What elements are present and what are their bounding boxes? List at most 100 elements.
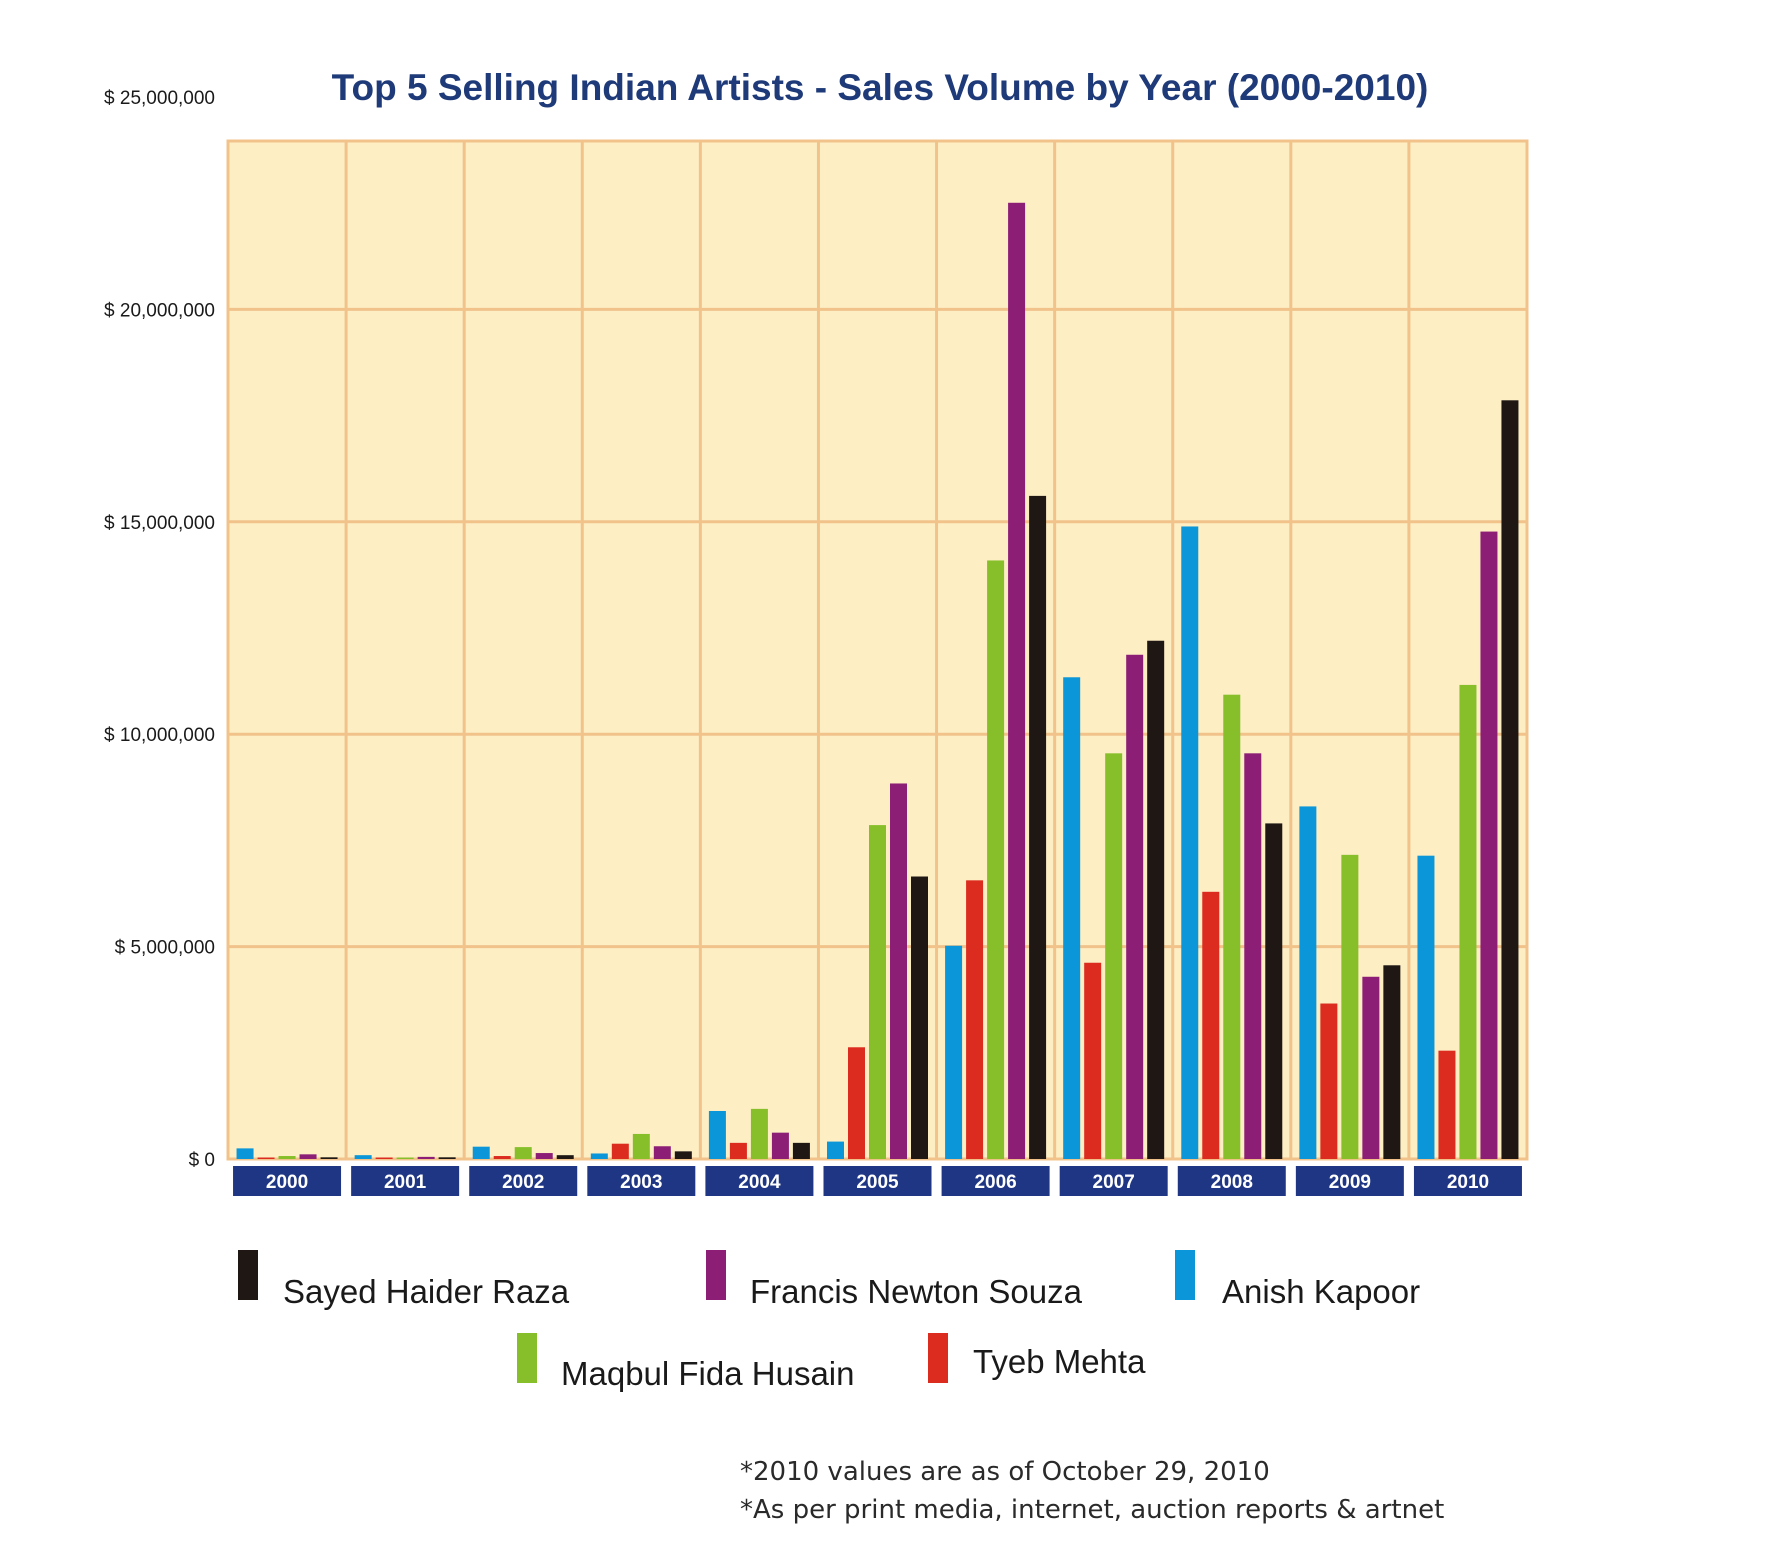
bar-francis-newton-souza-2004 — [771, 1132, 789, 1159]
bar-tyeb-mehta-2009 — [1320, 1003, 1338, 1159]
bar-maqbul-fida-husain-2003 — [632, 1133, 650, 1159]
bar-anish-kapoor-2007 — [1063, 677, 1081, 1159]
bars — [236, 202, 1519, 1159]
bar-tyeb-mehta-2004 — [729, 1142, 747, 1159]
x-axis-ticks: 2000 2001 2002 2003 2004 2005 2006 2007 2008 2009… — [233, 1166, 1522, 1196]
bar-francis-newton-souza-2001 — [417, 1156, 435, 1159]
x-tick-label: 2001 — [384, 1172, 427, 1193]
legend-label: Francis Newton Souza — [750, 1273, 1083, 1310]
x-tick-label: 2003 — [620, 1172, 662, 1193]
year-label-box — [941, 1166, 1050, 1196]
year-label-box — [823, 1166, 932, 1196]
x-tick-label: 2002 — [502, 1172, 544, 1193]
bar-sayed-haider-raza-2007 — [1147, 640, 1165, 1159]
bar-anish-kapoor-2010 — [1417, 855, 1435, 1159]
legend-swatch — [1175, 1250, 1195, 1300]
y-tick-label: $ 25,000,000 — [104, 88, 215, 109]
bar-francis-newton-souza-2003 — [653, 1146, 671, 1159]
bar-francis-newton-souza-2007 — [1126, 654, 1144, 1159]
legend-swatch — [238, 1250, 258, 1300]
legend-label: Anish Kapoor — [1222, 1273, 1420, 1310]
bar-maqbul-fida-husain-2001 — [396, 1157, 414, 1159]
bar-anish-kapoor-2001 — [354, 1155, 372, 1159]
bar-anish-kapoor-2005 — [827, 1141, 844, 1159]
y-tick-label: $ 5,000,000 — [115, 938, 215, 959]
x-tick-label: 2000 — [266, 1172, 308, 1193]
y-tick-label: $ 20,000,000 — [104, 300, 215, 321]
x-tick-label: 2009 — [1329, 1172, 1371, 1193]
x-tick-label: 2007 — [1093, 1172, 1135, 1193]
bar-maqbul-fida-husain-2007 — [1105, 753, 1123, 1159]
bar-francis-newton-souza-2006 — [1008, 202, 1026, 1159]
bar-maqbul-fida-husain-2005 — [869, 825, 886, 1159]
bar-anish-kapoor-2002 — [472, 1146, 490, 1159]
bar-sayed-haider-raza-2000 — [320, 1157, 338, 1159]
x-tick-label: 2010 — [1447, 1172, 1489, 1193]
year-label-box — [587, 1166, 696, 1196]
year-label-box — [1059, 1166, 1168, 1196]
legend-label: Sayed Haider Raza — [283, 1273, 570, 1310]
bar-anish-kapoor-2009 — [1299, 806, 1317, 1159]
y-tick-label: $ 15,000,000 — [104, 513, 215, 534]
bar-maqbul-fida-husain-2004 — [750, 1108, 768, 1159]
bar-maqbul-fida-husain-2002 — [514, 1147, 532, 1159]
x-tick-label: 2006 — [974, 1172, 1016, 1193]
footnote-2: *As per print media, internet, auction r… — [740, 1495, 1444, 1525]
legend: Sayed Haider Raza Francis Newton Souza Ani… — [238, 1250, 1420, 1392]
x-tick-label: 2004 — [738, 1172, 781, 1193]
y-tick-label: $ 10,000,000 — [104, 725, 215, 746]
bar-sayed-haider-raza-2001 — [438, 1157, 456, 1159]
bar-maqbul-fida-husain-2006 — [987, 560, 1005, 1159]
bar-sayed-haider-raza-2003 — [674, 1151, 692, 1159]
year-label-box — [469, 1166, 578, 1196]
bar-anish-kapoor-2000 — [236, 1148, 254, 1159]
bar-sayed-haider-raza-2008 — [1265, 823, 1283, 1159]
bar-tyeb-mehta-2002 — [493, 1156, 511, 1159]
legend-label: Maqbul Fida Husain — [561, 1355, 855, 1392]
y-axis-ticks: $ 0 $ 5,000,000 $ 10,000,000 $ 15,000,000 $ … — [104, 88, 215, 1171]
bar-francis-newton-souza-2009 — [1362, 976, 1380, 1159]
year-label-box — [233, 1166, 342, 1196]
bar-maqbul-fida-husain-2000 — [278, 1156, 296, 1159]
year-label-box — [1177, 1166, 1286, 1196]
grid-lines — [228, 141, 1527, 1159]
x-tick-label: 2008 — [1211, 1172, 1253, 1193]
year-label-box — [351, 1166, 460, 1196]
bar-maqbul-fida-husain-2010 — [1459, 684, 1477, 1159]
bar-maqbul-fida-husain-2009 — [1341, 854, 1359, 1159]
bar-tyeb-mehta-2000 — [257, 1157, 275, 1159]
bar-francis-newton-souza-2005 — [890, 783, 907, 1159]
year-label-box — [1295, 1166, 1404, 1196]
bar-francis-newton-souza-2008 — [1244, 753, 1262, 1159]
year-label-box — [705, 1166, 814, 1196]
bar-tyeb-mehta-2008 — [1202, 891, 1220, 1159]
bar-anish-kapoor-2003 — [590, 1153, 608, 1159]
bar-francis-newton-souza-2002 — [535, 1153, 553, 1159]
footnotes: *2010 values are as of October 29, 2010 … — [740, 1457, 1444, 1525]
x-tick-label: 2005 — [856, 1172, 899, 1193]
y-tick-label: $ 0 — [189, 1150, 215, 1171]
bar-sayed-haider-raza-2010 — [1501, 400, 1519, 1159]
bar-tyeb-mehta-2003 — [611, 1143, 629, 1159]
chart-title: Top 5 Selling Indian Artists - Sales Vol… — [332, 67, 1429, 108]
legend-label: Tyeb Mehta — [973, 1343, 1146, 1380]
bar-tyeb-mehta-2010 — [1438, 1050, 1456, 1159]
bar-sayed-haider-raza-2004 — [792, 1142, 810, 1159]
bar-sayed-haider-raza-2009 — [1383, 965, 1401, 1159]
bar-anish-kapoor-2004 — [708, 1110, 726, 1159]
bar-anish-kapoor-2008 — [1181, 526, 1199, 1159]
bar-anish-kapoor-2006 — [945, 945, 963, 1159]
bar-sayed-haider-raza-2005 — [911, 876, 928, 1159]
bar-maqbul-fida-husain-2008 — [1223, 694, 1241, 1159]
bar-tyeb-mehta-2007 — [1084, 962, 1102, 1159]
bar-francis-newton-souza-2010 — [1480, 531, 1498, 1159]
year-label-box — [1413, 1166, 1522, 1196]
bar-tyeb-mehta-2001 — [375, 1157, 393, 1159]
legend-swatch — [517, 1333, 537, 1383]
footnote-1: *2010 values are as of October 29, 2010 — [740, 1457, 1270, 1487]
bar-sayed-haider-raza-2006 — [1029, 495, 1047, 1159]
legend-swatch — [706, 1250, 726, 1300]
bar-sayed-haider-raza-2002 — [556, 1155, 574, 1159]
bar-tyeb-mehta-2006 — [966, 880, 984, 1159]
